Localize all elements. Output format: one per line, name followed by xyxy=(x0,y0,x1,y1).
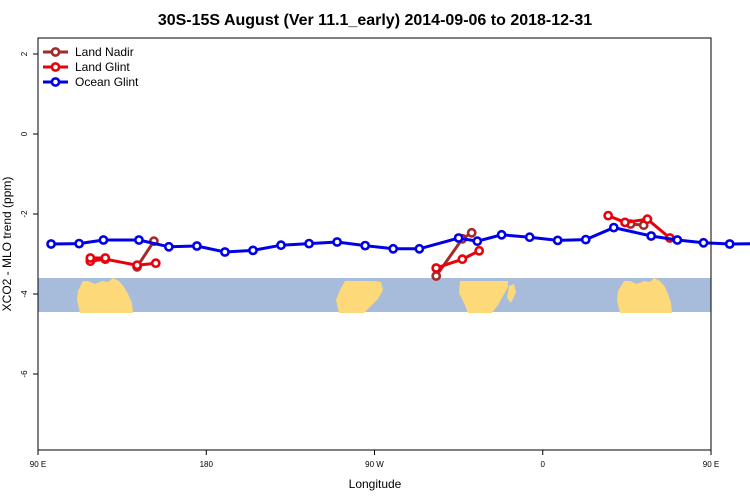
chart-title: 30S-15S August (Ver 11.1_early) 2014-09-… xyxy=(158,12,592,29)
world-map-band xyxy=(38,278,711,313)
africa-shape xyxy=(459,281,508,313)
legend-swatch-marker xyxy=(50,77,61,87)
x-tick-label: 90 E xyxy=(703,460,719,469)
series-land-glint xyxy=(85,210,675,273)
data-point xyxy=(304,238,314,249)
x-axis-label: Longitude xyxy=(349,477,402,491)
x-tick-label: 0 xyxy=(541,460,546,469)
data-point xyxy=(646,231,657,241)
data-point xyxy=(642,214,653,225)
data-point xyxy=(552,235,563,246)
y-tick-label: -6 xyxy=(20,370,29,378)
madagascar-shape xyxy=(507,284,516,303)
australia-shape-repeat xyxy=(617,278,672,313)
y-tick-label: -4 xyxy=(20,290,29,298)
series-ocean-glint xyxy=(46,222,750,257)
south-america-shape xyxy=(336,281,383,313)
data-point xyxy=(431,271,442,281)
series-line xyxy=(607,214,671,240)
data-point xyxy=(100,253,111,263)
data-point xyxy=(74,238,85,249)
data-point xyxy=(496,229,507,240)
data-point xyxy=(150,258,161,269)
legend-swatch-marker xyxy=(50,47,61,57)
data-point xyxy=(98,235,109,245)
data-point xyxy=(85,253,96,263)
series-line xyxy=(90,257,156,267)
x-tick-label: 90 E xyxy=(30,460,46,469)
data-point xyxy=(192,241,202,251)
y-tick-label: 0 xyxy=(20,131,29,136)
y-axis-label: XCO2 - MLO trend (ppm) xyxy=(0,177,14,312)
data-point xyxy=(724,239,735,249)
data-point xyxy=(466,227,477,238)
data-point xyxy=(472,236,483,247)
australia-shape xyxy=(77,278,133,313)
data-point xyxy=(360,240,371,251)
data-point xyxy=(276,240,286,251)
data-point xyxy=(603,210,614,221)
x-tick-label: 180 xyxy=(200,460,214,469)
data-point xyxy=(608,222,619,233)
data-point xyxy=(524,232,535,243)
data-point xyxy=(620,217,630,228)
data-point xyxy=(163,241,174,252)
data-point xyxy=(580,234,591,245)
legend-item: Ocean Glint xyxy=(43,75,139,89)
data-point xyxy=(332,237,343,247)
legend-label: Land Nadir xyxy=(75,45,134,59)
data-point xyxy=(220,247,230,257)
x-tick-label: 90 W xyxy=(365,460,384,469)
y-tick-label: 2 xyxy=(20,51,29,56)
y-axis: 2 0 -2 -4 -6 xyxy=(20,51,38,378)
data-point xyxy=(132,260,142,271)
data-point xyxy=(457,254,468,265)
x-axis: 90 E 180 90 W 0 90 E xyxy=(30,450,719,469)
data-point xyxy=(474,245,485,256)
data-point xyxy=(431,263,442,273)
data-point xyxy=(46,239,56,249)
data-point xyxy=(134,235,144,245)
legend-label: Land Glint xyxy=(75,60,130,74)
legend-item: Land Glint xyxy=(43,60,130,74)
legend-item: Land Nadir xyxy=(43,45,134,59)
data-point xyxy=(388,243,399,254)
y-tick-label: -2 xyxy=(20,210,29,218)
data-point xyxy=(414,243,425,254)
plot-series xyxy=(46,210,750,281)
legend-label: Ocean Glint xyxy=(75,75,139,89)
data-point xyxy=(672,235,683,245)
legend-swatch-marker xyxy=(50,62,61,72)
data-point xyxy=(453,233,464,243)
data-point xyxy=(698,237,709,248)
data-point xyxy=(248,245,258,256)
